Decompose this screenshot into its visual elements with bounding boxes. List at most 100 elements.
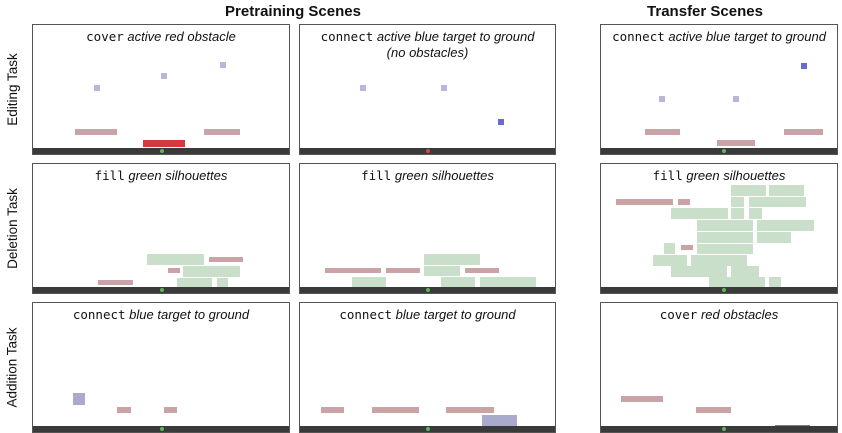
green-silhouette	[697, 220, 753, 231]
green-silhouette	[691, 255, 747, 266]
panel-addition-transfer: cover red obstacles	[600, 302, 838, 433]
green-silhouette	[424, 266, 460, 276]
green-silhouette	[480, 277, 536, 288]
caption-verb: connect	[72, 307, 126, 322]
caption-verb: connect	[320, 29, 374, 44]
row-label-deletion: Deletion Task	[0, 163, 24, 293]
panel-addition-pretraining-2: connect blue target to ground	[299, 302, 556, 433]
obstacle	[98, 280, 133, 285]
caption: fill green silhouettes	[300, 168, 555, 184]
green-silhouette	[441, 277, 475, 288]
green-silhouette	[697, 244, 753, 254]
obstacle	[168, 268, 180, 273]
obstacle	[621, 396, 663, 402]
caption: fill green silhouettes	[601, 168, 837, 184]
panel-addition-pretraining-1: connect blue target to ground	[32, 302, 290, 433]
caption-verb: fill	[652, 168, 683, 183]
green-silhouette	[731, 208, 744, 219]
green-silhouette	[709, 277, 765, 288]
caption-verb: cover	[86, 29, 124, 44]
green-silhouette	[671, 208, 728, 219]
obstacle	[209, 257, 243, 262]
caption: connect active blue target to ground (no …	[300, 29, 555, 61]
pretraining-header: Pretraining Scenes	[225, 3, 361, 20]
obstacle	[784, 129, 823, 135]
caption-verb: fill	[361, 168, 392, 183]
panel-deletion-pretraining-2: fill green silhouettes	[299, 163, 556, 294]
blue-target	[73, 393, 85, 405]
caption-text: active red obstacle	[127, 29, 236, 44]
obstacle	[325, 268, 381, 273]
transfer-header: Transfer Scenes	[647, 3, 763, 20]
obstacle	[321, 407, 344, 413]
caption-text: green silhouettes	[686, 168, 786, 183]
target-faint	[441, 85, 447, 91]
active-blue-target	[498, 119, 504, 125]
green-silhouette	[731, 197, 744, 207]
ground-marker	[160, 288, 164, 292]
row-label-addition-text: Addition Task	[4, 326, 20, 408]
green-silhouette	[217, 278, 228, 288]
obstacle	[204, 129, 240, 135]
obstacle	[465, 268, 499, 273]
obstacle	[117, 407, 131, 413]
panel-editing-pretraining-1: cover active red obstacle	[32, 24, 290, 155]
ground	[601, 426, 837, 432]
green-silhouette	[147, 254, 204, 265]
obstacle	[386, 268, 420, 273]
obstacle	[164, 407, 177, 413]
caption-verb: fill	[94, 168, 125, 183]
caption: fill green silhouettes	[33, 168, 289, 184]
row-label-deletion-text: Deletion Task	[4, 187, 20, 269]
green-silhouette	[757, 232, 791, 243]
active-blue-target	[801, 63, 807, 69]
panel-editing-pretraining-2: connect active blue target to ground (no …	[299, 24, 556, 155]
row-label-editing: Editing Task	[0, 24, 24, 154]
panel-editing-transfer: connect active blue target to ground	[600, 24, 838, 155]
caption-verb: connect	[339, 307, 393, 322]
green-silhouette	[664, 243, 675, 254]
obstacle	[717, 140, 755, 146]
panel-deletion-transfer: fill green silhouettes	[600, 163, 838, 294]
ground-marker	[426, 427, 430, 431]
green-silhouette	[731, 185, 766, 196]
caption-text: blue target to ground	[395, 307, 516, 322]
obstacle	[681, 245, 693, 250]
obstacle	[645, 129, 680, 135]
caption-text: green silhouettes	[394, 168, 494, 183]
row-label-addition: Addition Task	[0, 302, 24, 432]
obstacle	[696, 407, 731, 413]
blue-target	[482, 415, 517, 427]
caption-text: green silhouettes	[128, 168, 228, 183]
ground-marker	[722, 288, 726, 292]
caption-subtext: (no obstacles)	[386, 45, 469, 60]
target-faint	[161, 73, 167, 79]
panel-deletion-pretraining-1: fill green silhouettes	[32, 163, 290, 294]
green-silhouette	[697, 232, 753, 243]
caption: connect active blue target to ground	[601, 29, 837, 45]
row-label-editing-text: Editing Task	[4, 52, 20, 126]
ground-marker	[426, 288, 430, 292]
green-silhouette	[769, 277, 781, 288]
target-faint	[733, 96, 739, 102]
target-faint	[659, 96, 665, 102]
caption: cover red obstacles	[601, 307, 837, 323]
caption-verb: cover	[659, 307, 698, 322]
obstacle	[616, 199, 673, 205]
caption: connect blue target to ground	[300, 307, 555, 323]
obstacle	[678, 199, 690, 205]
obstacle	[372, 407, 419, 413]
caption-text: active blue target to ground	[376, 29, 535, 44]
caption-text: active blue target to ground	[668, 29, 826, 44]
green-silhouette	[769, 185, 804, 196]
caption-text: blue target to ground	[129, 307, 250, 322]
active-red-obstacle	[143, 140, 185, 147]
green-silhouette	[731, 266, 759, 277]
green-silhouette	[653, 255, 687, 266]
green-silhouette	[749, 197, 806, 207]
green-silhouette	[177, 278, 212, 288]
ground-marker	[160, 427, 164, 431]
target-faint	[360, 85, 366, 91]
ground-marker	[426, 149, 430, 153]
caption: connect blue target to ground	[33, 307, 289, 323]
